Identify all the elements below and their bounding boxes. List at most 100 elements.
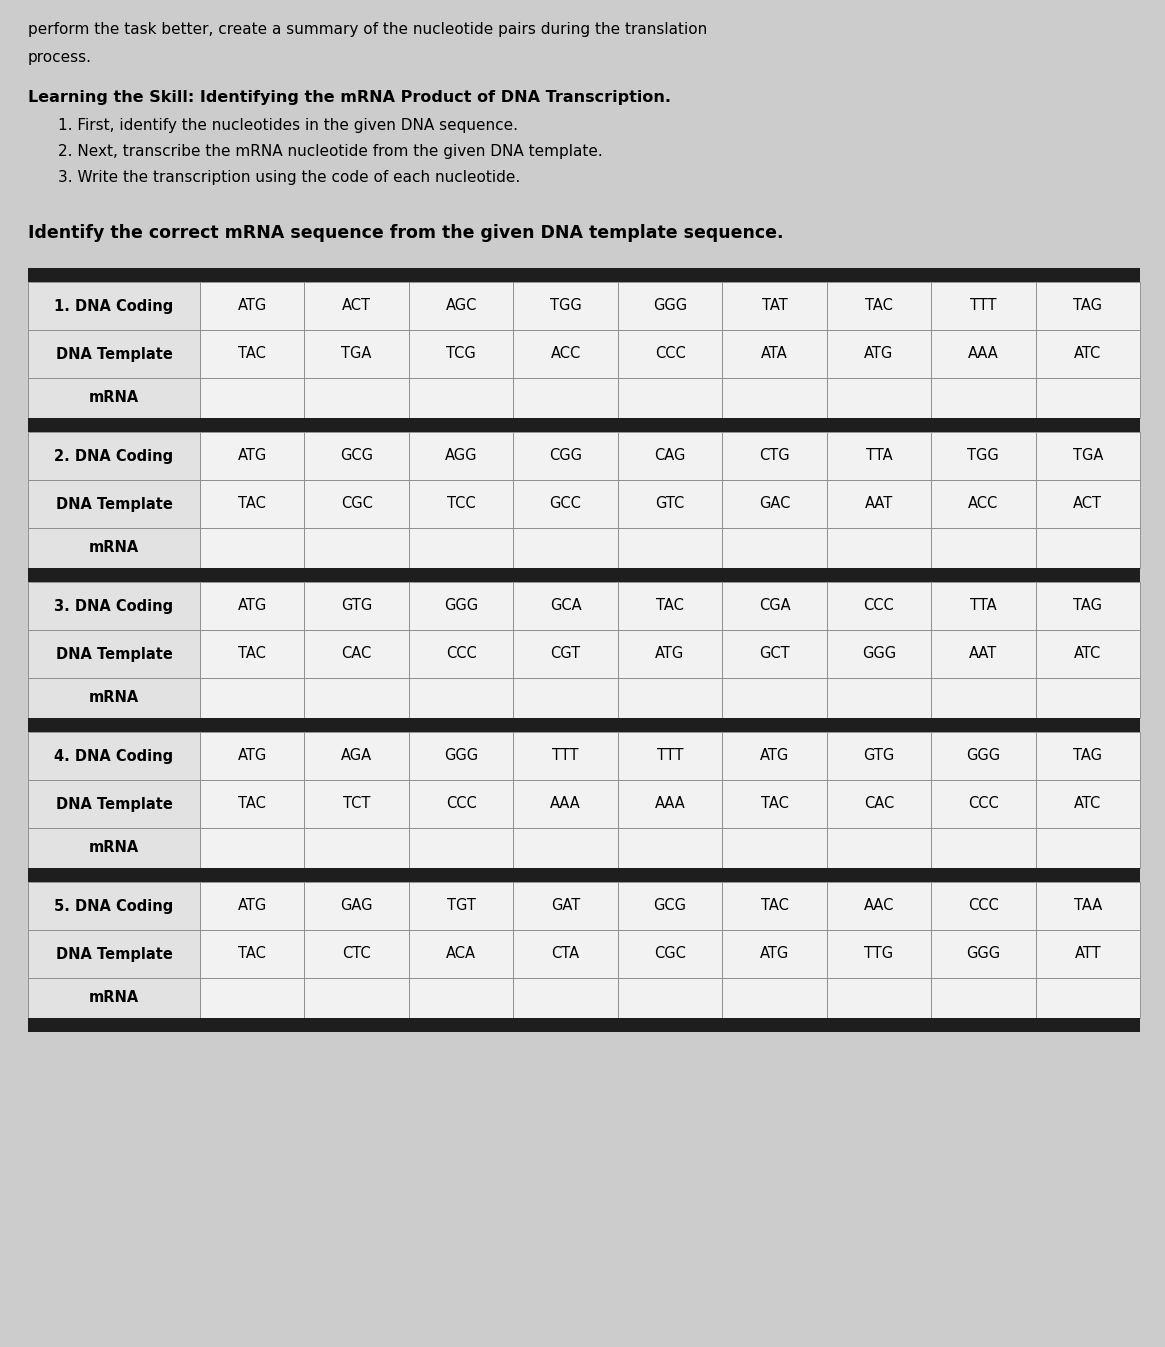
Bar xyxy=(1036,731,1141,780)
Text: ATG: ATG xyxy=(238,449,267,463)
Text: CTA: CTA xyxy=(551,947,580,962)
Text: DNA Template: DNA Template xyxy=(56,647,172,661)
Text: DNA Template: DNA Template xyxy=(56,796,172,811)
Bar xyxy=(28,1018,1141,1032)
Bar xyxy=(617,630,722,678)
Bar xyxy=(722,780,827,828)
Text: TGG: TGG xyxy=(550,299,581,314)
Bar xyxy=(28,568,1141,582)
Bar xyxy=(200,678,304,718)
Bar xyxy=(617,978,722,1018)
Text: CCC: CCC xyxy=(655,346,685,361)
Bar xyxy=(827,929,931,978)
Bar xyxy=(200,528,304,568)
Bar xyxy=(514,882,617,929)
Text: TGA: TGA xyxy=(1073,449,1103,463)
Bar xyxy=(200,882,304,929)
Text: TAG: TAG xyxy=(1073,749,1102,764)
Bar xyxy=(28,480,200,528)
Text: process.: process. xyxy=(28,50,92,65)
Bar xyxy=(1036,780,1141,828)
Bar xyxy=(617,929,722,978)
Bar xyxy=(200,480,304,528)
Bar xyxy=(931,379,1036,418)
Text: GCA: GCA xyxy=(550,598,581,613)
Text: Identify the correct mRNA sequence from the given DNA template sequence.: Identify the correct mRNA sequence from … xyxy=(28,224,784,242)
Bar xyxy=(617,731,722,780)
Text: AAT: AAT xyxy=(969,647,997,661)
Text: AGG: AGG xyxy=(445,449,478,463)
Bar xyxy=(931,678,1036,718)
Bar xyxy=(1036,432,1141,480)
Bar xyxy=(28,731,200,780)
Text: ATC: ATC xyxy=(1074,647,1101,661)
Text: GGG: GGG xyxy=(444,598,478,613)
Bar xyxy=(931,630,1036,678)
Bar xyxy=(514,630,617,678)
Bar xyxy=(409,432,514,480)
Text: DNA Template: DNA Template xyxy=(56,497,172,512)
Bar xyxy=(722,528,827,568)
Bar xyxy=(827,282,931,330)
Text: 4. DNA Coding: 4. DNA Coding xyxy=(55,749,174,764)
Text: ATC: ATC xyxy=(1074,796,1101,811)
Bar xyxy=(409,780,514,828)
Text: ATG: ATG xyxy=(760,947,789,962)
Text: TTA: TTA xyxy=(970,598,996,613)
Bar xyxy=(28,528,200,568)
Text: DNA Template: DNA Template xyxy=(56,947,172,962)
Bar xyxy=(28,330,200,379)
Text: mRNA: mRNA xyxy=(89,540,139,555)
Bar xyxy=(827,330,931,379)
Text: AGA: AGA xyxy=(341,749,373,764)
Text: 2. Next, transcribe the mRNA nucleotide from the given DNA template.: 2. Next, transcribe the mRNA nucleotide … xyxy=(58,144,602,159)
Text: AAA: AAA xyxy=(655,796,685,811)
Bar xyxy=(617,282,722,330)
Bar xyxy=(28,929,200,978)
Bar xyxy=(304,929,409,978)
Text: TAC: TAC xyxy=(864,299,892,314)
Bar xyxy=(827,630,931,678)
Text: ATC: ATC xyxy=(1074,346,1101,361)
Bar xyxy=(304,330,409,379)
Text: ACC: ACC xyxy=(968,497,998,512)
Text: TGG: TGG xyxy=(967,449,1000,463)
Bar xyxy=(931,528,1036,568)
Bar xyxy=(1036,582,1141,630)
Text: TAG: TAG xyxy=(1073,299,1102,314)
Bar xyxy=(1036,630,1141,678)
Bar xyxy=(409,978,514,1018)
Bar xyxy=(617,379,722,418)
Text: ATG: ATG xyxy=(760,749,789,764)
Bar xyxy=(514,828,617,867)
Bar xyxy=(409,379,514,418)
Text: CCC: CCC xyxy=(446,796,476,811)
Text: GAT: GAT xyxy=(551,898,580,913)
Text: GAG: GAG xyxy=(340,898,373,913)
Text: AGC: AGC xyxy=(445,299,476,314)
Text: 3. Write the transcription using the code of each nucleotide.: 3. Write the transcription using the cod… xyxy=(58,170,521,185)
Bar xyxy=(304,528,409,568)
Text: TCC: TCC xyxy=(447,497,475,512)
Text: CAC: CAC xyxy=(863,796,894,811)
Bar xyxy=(28,418,1141,432)
Text: GGG: GGG xyxy=(966,749,1001,764)
Bar xyxy=(1036,828,1141,867)
Bar xyxy=(409,929,514,978)
Bar xyxy=(28,268,1141,282)
Bar xyxy=(514,731,617,780)
Bar xyxy=(931,330,1036,379)
Text: ATA: ATA xyxy=(761,346,788,361)
Bar xyxy=(1036,282,1141,330)
Text: CCC: CCC xyxy=(446,647,476,661)
Bar xyxy=(827,780,931,828)
Text: ATG: ATG xyxy=(656,647,685,661)
Bar xyxy=(304,882,409,929)
Text: GGG: GGG xyxy=(444,749,478,764)
Bar xyxy=(200,330,304,379)
Bar xyxy=(200,978,304,1018)
Bar xyxy=(409,330,514,379)
Text: mRNA: mRNA xyxy=(89,841,139,855)
Bar xyxy=(722,882,827,929)
Bar xyxy=(200,282,304,330)
